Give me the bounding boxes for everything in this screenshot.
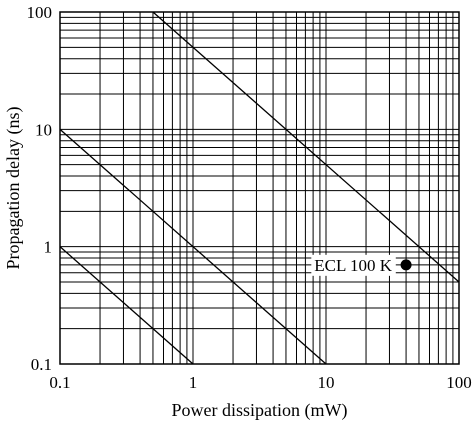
y-tick-label: 1	[44, 238, 53, 257]
y-tick-label: 0.1	[31, 355, 52, 374]
grid	[60, 12, 459, 364]
annotations: ECL 100 K	[311, 254, 412, 276]
y-tick-label: 10	[35, 120, 52, 139]
x-tick-label: 0.1	[49, 373, 70, 392]
x-tick-label: 1	[189, 373, 198, 392]
plot-frame	[59, 11, 460, 365]
x-axis-label: Power dissipation (mW)	[172, 400, 348, 421]
series-line-1	[59, 246, 194, 365]
y-tick-label: 100	[27, 3, 53, 22]
x-tick-label: 100	[446, 373, 472, 392]
x-tick-label: 10	[318, 373, 335, 392]
series-line-3	[152, 11, 460, 283]
series-line-2	[59, 128, 327, 365]
annotation-label: ECL 100 K	[314, 256, 392, 275]
annotation-marker	[400, 259, 412, 271]
y-tick-labels: 0.1 1 10 100	[27, 3, 53, 374]
x-tick-labels: 0.1 1 10 100	[49, 373, 471, 392]
y-axis-label: Propagation delay (ns)	[3, 107, 24, 270]
annotation-label-background	[311, 254, 396, 276]
series-group	[59, 11, 460, 365]
